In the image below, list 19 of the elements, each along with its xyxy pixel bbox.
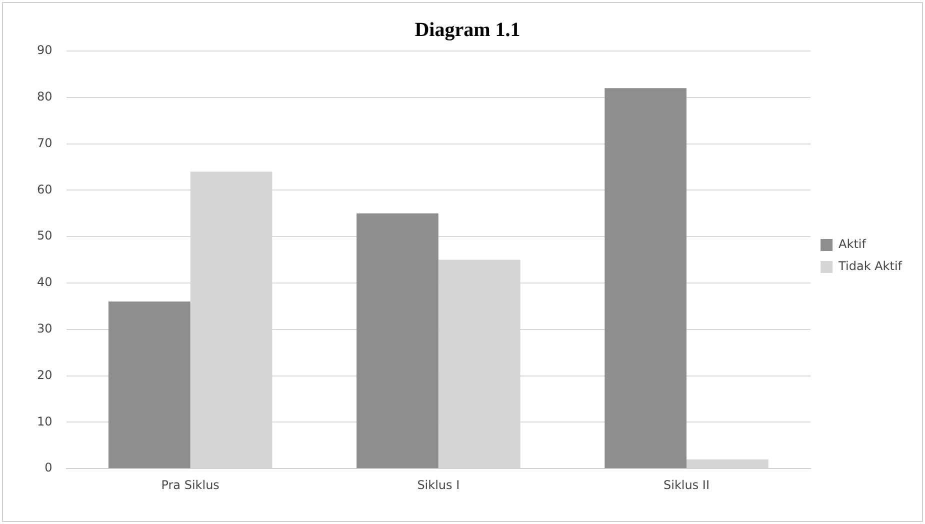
y-tick-label: 60 [36, 182, 52, 196]
y-tick-label: 50 [36, 228, 52, 243]
x-tick-label: Siklus II [664, 478, 710, 492]
bar [356, 213, 438, 468]
y-tick-label: 40 [36, 275, 52, 290]
chart-title: Diagram 1.1 [414, 19, 520, 42]
x-tick-label: Pra Siklus [161, 478, 220, 492]
y-tick-label: 80 [36, 90, 52, 104]
bar [108, 302, 190, 468]
bar [604, 88, 687, 468]
x-tick-label: Siklus I [417, 478, 460, 492]
y-tick-label: 30 [36, 322, 52, 336]
y-tick-label: 90 [36, 43, 52, 58]
y-tick-label: 10 [36, 414, 52, 428]
y-tick-label: 20 [36, 368, 52, 382]
y-tick-label: 0 [44, 460, 52, 475]
legend-label: Aktif [838, 237, 867, 252]
legend-label: Tidak Aktif [838, 259, 903, 274]
y-tick-label: 70 [36, 136, 52, 150]
